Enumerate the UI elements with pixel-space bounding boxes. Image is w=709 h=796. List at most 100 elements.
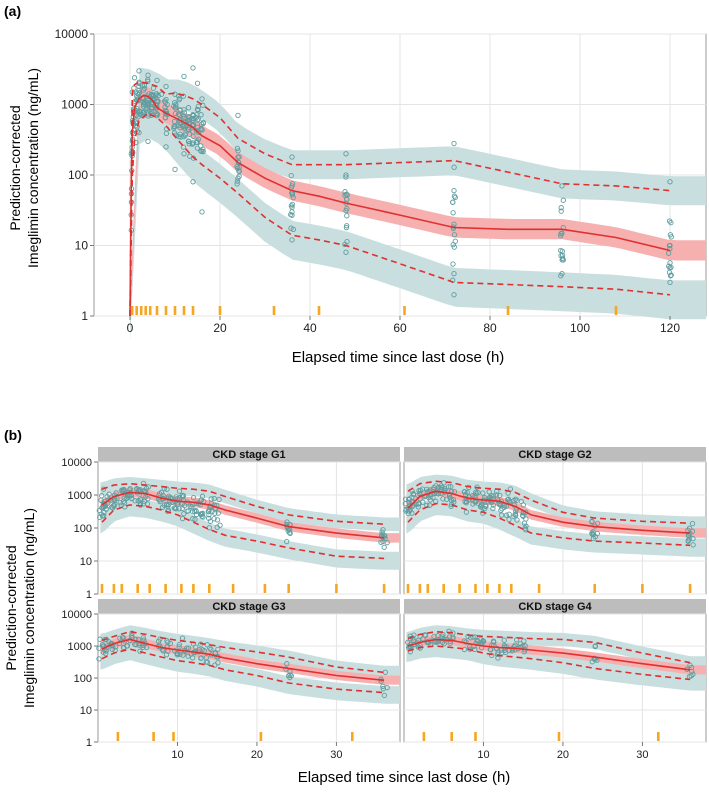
observation-point [402, 496, 409, 502]
observation-point [234, 163, 240, 170]
observation-point [409, 510, 415, 516]
observation-point [110, 505, 116, 511]
bin-marker [403, 306, 406, 315]
observation-point [141, 498, 148, 505]
observation-point [288, 172, 294, 179]
observation-point [176, 506, 182, 512]
observation-point [199, 96, 205, 102]
panel-a-ylabel: Prediction-corrected Imeglimin concentra… [7, 68, 41, 268]
observation-point [558, 233, 564, 239]
bin-marker [593, 584, 596, 593]
observation-point [181, 503, 188, 509]
observation-point [520, 502, 526, 508]
series-p05-line [129, 112, 671, 317]
observation-point [438, 484, 445, 491]
bin-marker [287, 584, 290, 593]
observation-point [197, 511, 204, 517]
series-median-line [407, 490, 691, 534]
observation-point [172, 166, 178, 173]
observation-point [200, 102, 206, 108]
panel-a-plot: 1 10 100 1000 10000 0 20 40 60 80 100 120 [55, 27, 707, 341]
x-tick-label: 80 [483, 321, 497, 335]
observation-point [487, 494, 493, 500]
observation-point [104, 494, 110, 500]
observation-point [452, 238, 458, 244]
observation-point [100, 486, 107, 492]
observation-point [344, 223, 350, 229]
observation-point [181, 73, 187, 80]
series-median-line [129, 94, 671, 317]
bin-marker [191, 306, 195, 315]
bin-marker [152, 732, 155, 741]
observation-point [103, 648, 109, 654]
observation-point [190, 121, 197, 128]
observation-point [666, 242, 673, 249]
observation-point [451, 232, 458, 238]
observation-point [137, 648, 143, 654]
observation-point [512, 642, 518, 648]
observation-point [506, 511, 512, 517]
panel-b-ylabel-line2: Imeglimin concentration (ng/mL) [21, 508, 37, 708]
observation-point [154, 111, 161, 118]
observation-point [451, 244, 457, 250]
panel-a-ylabel-line2: Imeglimin concentration (ng/mL) [25, 68, 41, 268]
observation-point [140, 109, 146, 116]
observation-point [190, 115, 196, 121]
observation-point [438, 490, 444, 497]
observation-point [162, 98, 168, 104]
observation-point [523, 516, 529, 522]
observation-point [344, 205, 350, 212]
observation-point [154, 110, 160, 117]
panel-a-ylabel-line1: Prediction-corrected [7, 105, 23, 230]
observation-point [112, 644, 119, 650]
bin-marker [263, 584, 267, 593]
observation-point [416, 500, 422, 507]
observation-point [140, 635, 146, 641]
observation-point [410, 491, 416, 497]
observation-point [131, 75, 138, 81]
panel-b-xlabel: Elapsed time since last dose (h) [298, 769, 511, 786]
observation-point [177, 112, 183, 119]
series-p95-line [129, 80, 671, 317]
bin-marker [164, 306, 168, 315]
bin-marker [135, 306, 138, 315]
observation-point [482, 503, 488, 509]
observation-point [558, 273, 564, 279]
panel-b-plot: CKD stage G1 1 10 100 1000 10000 CKD stage G2 C… [61, 447, 707, 761]
observation-point [197, 502, 203, 508]
y-tick-label: 10000 [55, 27, 89, 41]
bin-marker [272, 306, 276, 315]
observation-point [503, 512, 510, 518]
observation-point [190, 65, 196, 71]
observation-point [343, 174, 349, 180]
observation-point [190, 179, 196, 185]
observation-point [189, 118, 195, 124]
observation-point [450, 261, 456, 267]
observation-point [120, 635, 126, 641]
observation-point [117, 635, 123, 641]
observation-point [181, 107, 187, 113]
series-p95-line [101, 482, 385, 525]
observation-point [497, 492, 503, 499]
observation-point [472, 646, 478, 653]
bin-marker [498, 584, 501, 593]
observation-point [289, 180, 296, 187]
observation-point [172, 648, 178, 654]
observation-point [175, 111, 182, 118]
bin-marker [614, 306, 618, 315]
observation-point [97, 636, 103, 642]
observation-point [176, 495, 182, 501]
observation-point [171, 125, 177, 131]
observation-point [447, 640, 453, 647]
observation-point [594, 520, 601, 526]
observation-point [176, 488, 183, 494]
observation-point [470, 634, 476, 640]
bin-marker [116, 732, 120, 741]
observation-point [690, 542, 696, 548]
observation-point [461, 646, 468, 653]
y-tick-label: 100 [68, 168, 88, 182]
bin-marker [382, 584, 386, 593]
facet-2: CKD stage G2 [402, 447, 707, 595]
observation-point [472, 492, 478, 499]
observation-point [450, 225, 456, 232]
